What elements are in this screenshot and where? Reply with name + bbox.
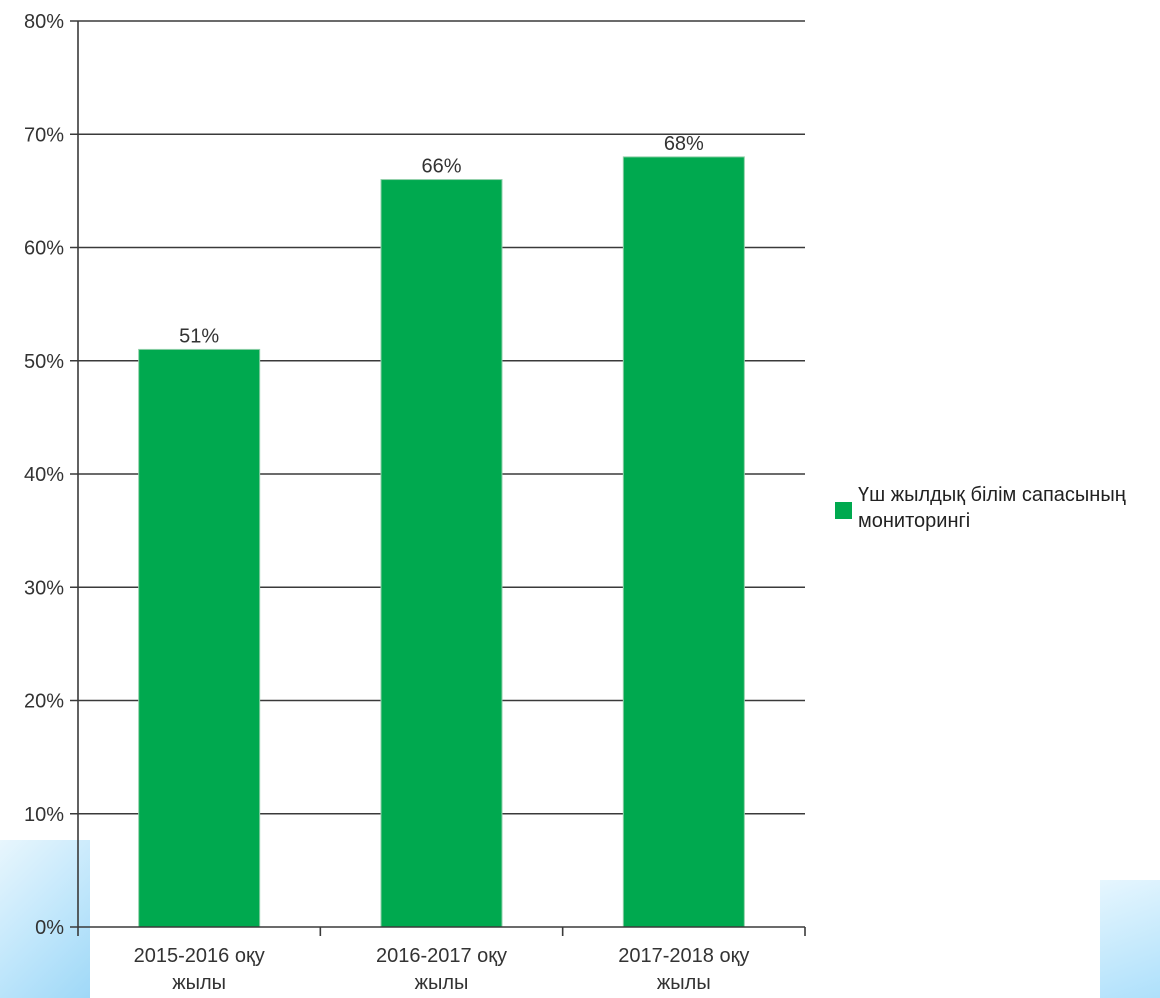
- bar: [622, 156, 745, 928]
- x-tick-labels: 2015-2016 оқу жылы 2016-2017 оқу жылы 2017-2…: [134, 945, 750, 994]
- axes: [70, 21, 806, 936]
- x-tick-label: 2016-2017 оқу жылы: [376, 945, 507, 994]
- legend: Үш жылдық білім сапасының мониторингі: [835, 482, 1155, 534]
- y-tick-label: 40%: [24, 464, 64, 486]
- y-tick-label: 10%: [24, 804, 64, 826]
- y-tick-label: 50%: [24, 351, 64, 373]
- y-tick-label: 60%: [24, 238, 64, 260]
- y-tick-label: 30%: [24, 577, 64, 599]
- x-tick-label: 2017-2018 оқу жылы: [618, 945, 749, 994]
- y-tick-labels: 0% 10% 20% 30% 40% 50% 60% 70% 80%: [24, 11, 64, 939]
- y-tick-label: 0%: [35, 917, 64, 939]
- bar: [380, 179, 503, 928]
- legend-swatch: [835, 502, 852, 519]
- background-decoration-right: [1100, 880, 1160, 998]
- data-label: 51%: [179, 325, 219, 347]
- y-tick-label: 20%: [24, 691, 64, 713]
- data-labels: 51% 66% 68%: [179, 133, 704, 348]
- bars: [138, 156, 745, 928]
- y-tick-label: 70%: [24, 124, 64, 146]
- data-label: 68%: [664, 133, 704, 155]
- y-tick-label: 80%: [24, 11, 64, 33]
- bar: [138, 348, 261, 928]
- data-label: 66%: [421, 156, 461, 178]
- background-decoration-left: [0, 840, 90, 998]
- legend-label: Үш жылдық білім сапасының мониторингі: [858, 484, 1126, 532]
- x-tick-label: 2015-2016 оқу жылы: [134, 945, 265, 994]
